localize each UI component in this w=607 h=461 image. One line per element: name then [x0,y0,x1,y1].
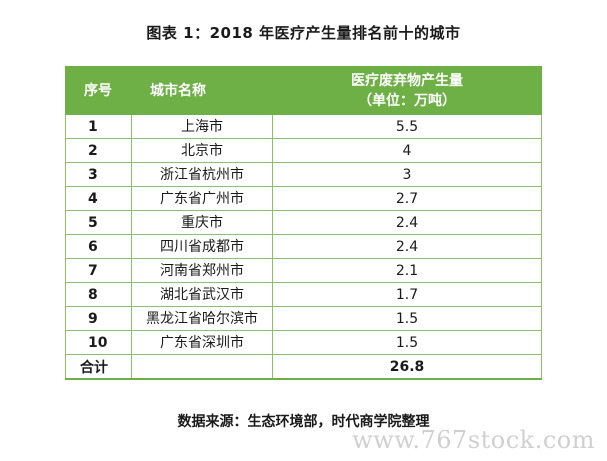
row-index: 4 [65,186,132,211]
row-city: 河南省郑州市 [131,258,273,283]
data-source-note: 数据来源：生态环境部，时代商学院整理 [177,414,430,430]
table-row: 9 黑龙江省哈尔滨市 1.5 [65,306,542,331]
city-waste-table: 序号 城市名称 医疗废弃物产生量 （单位：万吨） 1 上海市 5.5 2 北京市… [65,66,542,380]
total-label: 合计 [65,354,132,380]
table-row: 10 广东省深圳市 1.5 [65,330,542,355]
header-waste-line2: （单位：万吨） [358,92,456,109]
row-value: 3 [272,162,542,187]
figure-title: 图表 1：2018 年医疗产生量排名前十的城市 [146,24,461,42]
row-value: 1.5 [272,306,542,331]
table-row: 1 上海市 5.5 [65,114,542,139]
row-value: 1.7 [272,282,542,307]
row-value: 2.1 [272,258,542,283]
row-index: 2 [65,138,132,163]
table-row: 6 四川省成都市 2.4 [65,234,542,259]
table-row: 2 北京市 4 [65,138,542,163]
row-index: 6 [65,234,132,259]
header-index: 序号 [65,66,132,115]
table-row: 4 广东省广州市 2.7 [65,186,542,211]
watermark: www.767stock.com [352,426,595,454]
table-row: 5 重庆市 2.4 [65,210,542,235]
row-index: 5 [65,210,132,235]
row-city: 北京市 [131,138,273,163]
row-value: 2.4 [272,210,542,235]
row-value: 1.5 [272,330,542,355]
row-index: 7 [65,258,132,283]
header-waste-line1: 医疗废弃物产生量 [351,72,463,89]
row-city: 广东省深圳市 [131,330,273,355]
row-index: 9 [65,306,132,331]
header-waste: 医疗废弃物产生量 （单位：万吨） [272,66,542,115]
row-index: 8 [65,282,132,307]
row-index: 10 [65,330,132,355]
header-city: 城市名称 [131,66,273,115]
row-city: 浙江省杭州市 [131,162,273,187]
row-city: 广东省广州市 [131,186,273,211]
row-city: 黑龙江省哈尔滨市 [131,306,273,331]
row-city: 上海市 [131,114,273,139]
row-index: 3 [65,162,132,187]
row-city: 四川省成都市 [131,234,273,259]
total-city [131,354,273,380]
total-row: 合计 26.8 [65,354,542,380]
row-value: 5.5 [272,114,542,139]
row-value: 4 [272,138,542,163]
table-row: 7 河南省郑州市 2.1 [65,258,542,283]
total-value: 26.8 [272,354,542,380]
table-header: 序号 城市名称 医疗废弃物产生量 （单位：万吨） [65,66,542,115]
table-row: 3 浙江省杭州市 3 [65,162,542,187]
row-value: 2.4 [272,234,542,259]
row-index: 1 [65,114,132,139]
table-row: 8 湖北省武汉市 1.7 [65,282,542,307]
row-city: 湖北省武汉市 [131,282,273,307]
row-city: 重庆市 [131,210,273,235]
row-value: 2.7 [272,186,542,211]
